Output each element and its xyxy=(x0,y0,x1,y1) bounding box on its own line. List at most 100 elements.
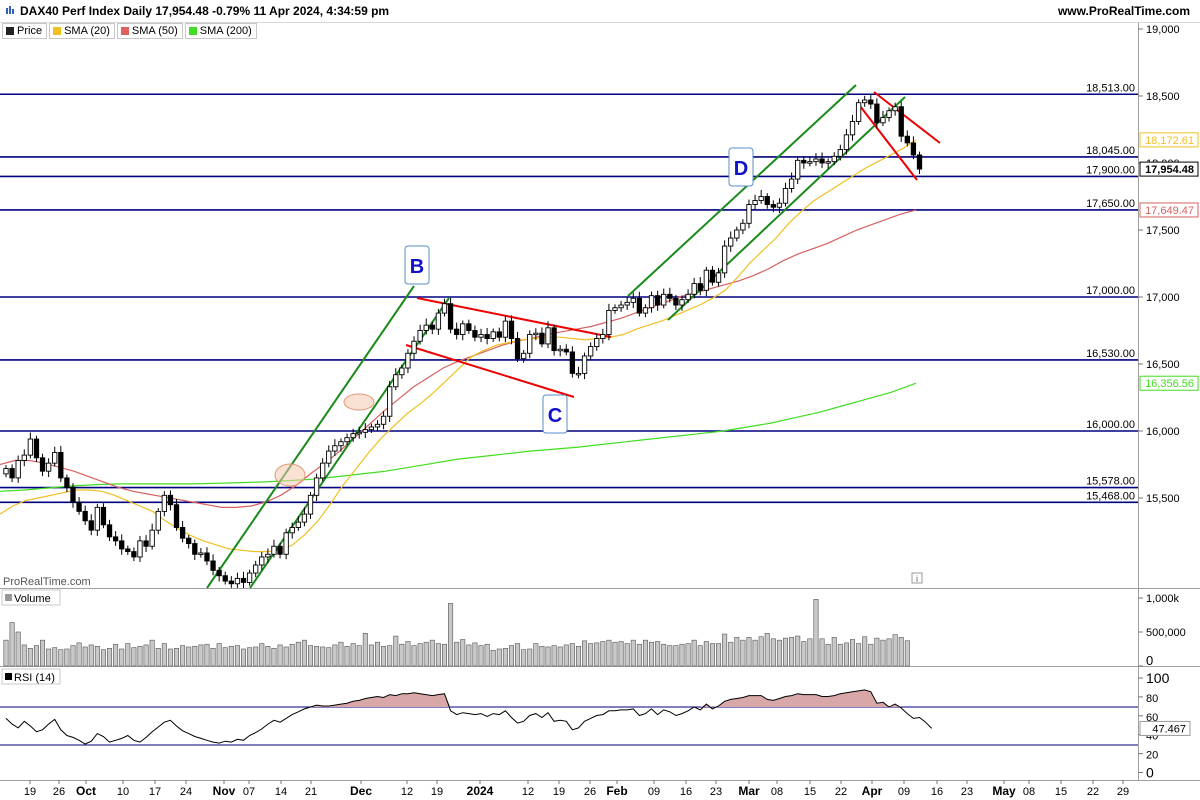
candle xyxy=(502,316,509,343)
volume-bar xyxy=(563,644,569,667)
rsi-line xyxy=(5,689,933,745)
date-tick-label: 12 xyxy=(401,786,413,798)
volume-bar xyxy=(490,650,496,667)
candle xyxy=(204,547,210,566)
volume-bar xyxy=(533,643,539,667)
candle xyxy=(654,290,661,311)
sma20-line xyxy=(0,139,917,553)
last-value-label: 18,172.61 xyxy=(1145,135,1194,147)
volume-bar xyxy=(253,646,259,667)
volume-bar xyxy=(758,636,764,667)
volume-bar xyxy=(107,648,113,667)
svg-text:B: B xyxy=(410,256,424,278)
volume-bar xyxy=(228,645,234,667)
candle xyxy=(557,345,563,357)
date-tick-label: 08 xyxy=(1023,786,1035,798)
volume-bar xyxy=(484,643,490,667)
volume-bar xyxy=(338,641,344,667)
legend-item[interactable]: SMA (20) xyxy=(49,23,115,39)
volume-bar xyxy=(435,643,441,667)
candle xyxy=(271,539,277,558)
candle xyxy=(161,491,167,517)
volume-bar xyxy=(119,648,125,667)
volume-bar xyxy=(515,643,521,667)
candle xyxy=(155,508,161,535)
date-tick-label: 23 xyxy=(710,786,722,798)
candle xyxy=(916,151,923,175)
volume-bar xyxy=(374,641,380,667)
candle xyxy=(82,505,88,525)
candle xyxy=(868,95,874,109)
rsi-last-label: 47.467 xyxy=(1152,723,1186,735)
volume-bar xyxy=(880,639,886,667)
brand-link[interactable]: www.ProRealTime.com xyxy=(1057,4,1190,18)
volume-bar xyxy=(155,648,161,667)
candle xyxy=(801,156,807,169)
volume-bar xyxy=(192,645,198,667)
volume-bar xyxy=(265,645,271,667)
volume-bar xyxy=(350,643,356,667)
volume-bar xyxy=(679,643,685,667)
candle xyxy=(399,364,405,379)
candle xyxy=(594,333,600,351)
candle xyxy=(198,547,204,558)
volume-tick-label: 0 xyxy=(1146,653,1153,668)
candle xyxy=(301,507,308,527)
date-tick-label: 2024 xyxy=(467,784,494,798)
date-tick-label: May xyxy=(992,784,1016,798)
rsi-tick-label: 100 xyxy=(1146,670,1170,686)
candle xyxy=(673,294,679,310)
candle xyxy=(837,144,843,161)
candle xyxy=(904,130,910,147)
volume-bar xyxy=(271,648,277,667)
volume-bar xyxy=(655,641,661,667)
volume-bar xyxy=(898,637,904,667)
candle xyxy=(715,267,722,287)
legend-item[interactable]: Price xyxy=(2,23,48,39)
volume-bar xyxy=(198,644,204,667)
volume-bar xyxy=(216,643,222,667)
candle xyxy=(441,298,448,317)
volume-bar xyxy=(624,643,630,667)
volume-bar xyxy=(606,639,612,667)
flag-line xyxy=(405,344,575,398)
legend-item[interactable]: SMA (200) xyxy=(184,23,257,39)
gap-marker xyxy=(343,393,375,411)
volume-bar xyxy=(557,646,563,667)
volume-bar xyxy=(58,649,64,667)
candle xyxy=(685,289,691,304)
date-tick-label: 15 xyxy=(804,786,816,798)
volume-bar xyxy=(551,645,557,667)
date-tick-label: 24 xyxy=(180,786,192,798)
candle xyxy=(179,520,186,543)
volume-bar xyxy=(746,637,752,667)
info-icon[interactable]: i xyxy=(911,572,923,584)
date-tick-label: 17 xyxy=(149,786,161,798)
date-tick-label: Feb xyxy=(606,784,627,798)
candle xyxy=(320,458,326,482)
volume-bar xyxy=(539,645,545,667)
candle xyxy=(119,534,125,555)
legend-item[interactable]: SMA (50) xyxy=(116,23,183,39)
volume-bar xyxy=(478,645,484,667)
candle xyxy=(551,324,557,356)
candle xyxy=(862,95,868,107)
last-value-label: 17,954.48 xyxy=(1145,164,1194,176)
svg-text:C: C xyxy=(548,405,562,427)
volume-tick-label: 1,000k xyxy=(1146,593,1180,605)
volume-bar xyxy=(685,643,691,667)
level-label: 18,513.00 xyxy=(1086,82,1135,94)
candle xyxy=(709,266,716,286)
date-tick-label: Nov xyxy=(213,784,236,798)
candle xyxy=(758,189,764,204)
volume-bar xyxy=(661,643,667,667)
volume-bar xyxy=(569,643,575,667)
candle xyxy=(216,567,222,582)
volume-bar xyxy=(716,643,722,667)
chart-logo-icon xyxy=(6,6,14,14)
volume-bar xyxy=(100,649,106,667)
volume-bar xyxy=(76,642,82,667)
volume-bar xyxy=(728,641,734,667)
last-value-label: 16,356.56 xyxy=(1145,378,1194,390)
